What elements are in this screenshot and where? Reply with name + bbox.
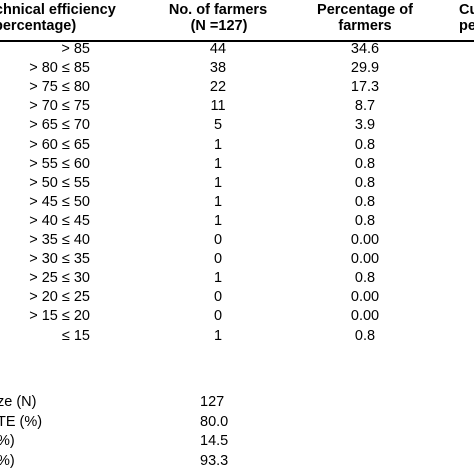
efficiency-range-cell: > 40 ≤ 45 [29,212,90,229]
efficiency-range-cell: > 55 ≤ 60 [29,155,90,172]
table-row: > 15 ≤ 20 0 0.00 [0,307,474,326]
summary-value: 80.0 [200,413,229,430]
table-row: > 50 ≤ 55 1 0.8 [0,174,474,193]
efficiency-range-cell: > 25 ≤ 30 [29,270,90,287]
farmer-count-cell: 1 [213,193,223,210]
efficiency-range-cell: > 20 ≤ 25 [29,289,90,306]
summary-row: %) 14.5 [0,432,474,451]
header-efficiency-line1: technical efficiency [0,2,116,18]
efficiency-range-cell: > 50 ≤ 55 [29,174,90,191]
summary-label: %) [0,452,15,469]
efficiency-range-cell: > 15 ≤ 20 [29,308,90,325]
header-farmers-line1: No. of farmers [168,2,268,18]
farmer-count-cell: 1 [213,327,223,344]
efficiency-range-cell: > 75 ≤ 80 [29,79,90,96]
farmer-count-cell: 1 [213,136,223,153]
efficiency-range-cell: > 65 ≤ 70 [29,117,90,134]
farmer-count-cell: 1 [213,270,223,287]
efficiency-range-cell: > 60 ≤ 65 [29,136,90,153]
summary-row: %) 93.3 [0,452,474,471]
farmer-count-cell: 0 [213,251,223,268]
farmer-count-cell: 1 [213,212,223,229]
efficiency-range-cell: > 80 ≤ 85 [29,60,90,77]
farmer-count-cell: 1 [213,155,223,172]
summary-value: 93.3 [200,452,229,469]
header-cumulative-line2: pe [459,18,474,34]
header-rule [0,40,474,42]
farmer-count-cell: 11 [210,98,226,115]
efficiency-range-cell: > 30 ≤ 35 [29,251,90,268]
farmer-percent-cell: 3.9 [354,117,376,134]
table-row: > 40 ≤ 45 1 0.8 [0,212,474,231]
table-row: > 20 ≤ 25 0 0.00 [0,288,474,307]
farmer-percent-cell: 0.00 [350,232,380,248]
summary-value: 127 [200,394,225,410]
table-row: > 55 ≤ 60 1 0.8 [0,155,474,174]
header-farmers-line2: (N =127) [190,18,248,34]
header-cumulative-line1: Cu [459,2,474,18]
farmer-count-cell: 0 [213,308,223,325]
farmer-percent-cell: 0.00 [350,251,380,268]
efficiency-range-cell: ≤ 15 [61,327,90,344]
farmer-count-cell: 0 [213,289,223,306]
farmer-percent-cell: 17.3 [350,79,380,96]
farmer-percent-cell: 0.8 [354,193,376,210]
table-row: > 60 ≤ 65 1 0.8 [0,136,474,155]
efficiency-range-cell: > 35 ≤ 40 [29,232,90,248]
farmer-percent-cell: 0.8 [354,212,376,229]
table-row: > 80 ≤ 85 38 29.9 [0,59,474,78]
farmer-percent-cell: 29.9 [350,60,380,77]
farmer-count-cell: 0 [213,232,223,248]
table-row: > 45 ≤ 50 1 0.8 [0,193,474,212]
table-row: > 75 ≤ 80 22 17.3 [0,78,474,97]
table-row: > 35 ≤ 40 0 0.00 [0,231,474,250]
summary-row: ze (N) 127 [0,393,474,412]
summary-label: TE (%) [0,413,43,430]
table-row: > 30 ≤ 35 0 0.00 [0,250,474,269]
summary-value: 14.5 [200,433,229,449]
farmer-count-cell: 22 [209,79,227,96]
table-row: ≤ 15 1 0.8 [0,327,474,346]
farmer-percent-cell: 0.8 [354,327,376,344]
farmer-percent-cell: 0.8 [354,155,376,172]
farmer-percent-cell: 8.7 [354,98,376,115]
table-row: > 70 ≤ 75 11 8.7 [0,97,474,116]
efficiency-range-cell: > 45 ≤ 50 [29,193,90,210]
header-percentage-line2: farmers [338,18,392,34]
farmer-percent-cell: 0.8 [354,174,376,191]
farmer-percent-cell: 0.8 [354,270,376,287]
efficiency-range-cell: > 85 [61,41,90,57]
summary-label: %) [0,433,15,449]
farmer-percent-cell: 34.6 [350,41,380,57]
summary-row: TE (%) 80.0 [0,413,474,432]
farmer-count-cell: 5 [213,117,223,134]
summary-label: ze (N) [0,394,37,410]
table-row: > 85 44 34.6 [0,40,474,59]
header-percentage-line1: Percentage of [317,2,413,18]
farmer-count-cell: 1 [213,174,223,191]
table-row: > 65 ≤ 70 5 3.9 [0,116,474,135]
farmer-count-cell: 38 [209,60,227,77]
farmer-percent-cell: 0.00 [350,308,380,325]
table-row: > 25 ≤ 30 1 0.8 [0,269,474,288]
farmer-percent-cell: 0.00 [350,289,380,306]
efficiency-range-cell: > 70 ≤ 75 [29,98,90,115]
farmer-percent-cell: 0.8 [354,136,376,153]
header-efficiency-line2: percentage) [0,18,77,34]
farmer-count-cell: 44 [209,41,227,57]
